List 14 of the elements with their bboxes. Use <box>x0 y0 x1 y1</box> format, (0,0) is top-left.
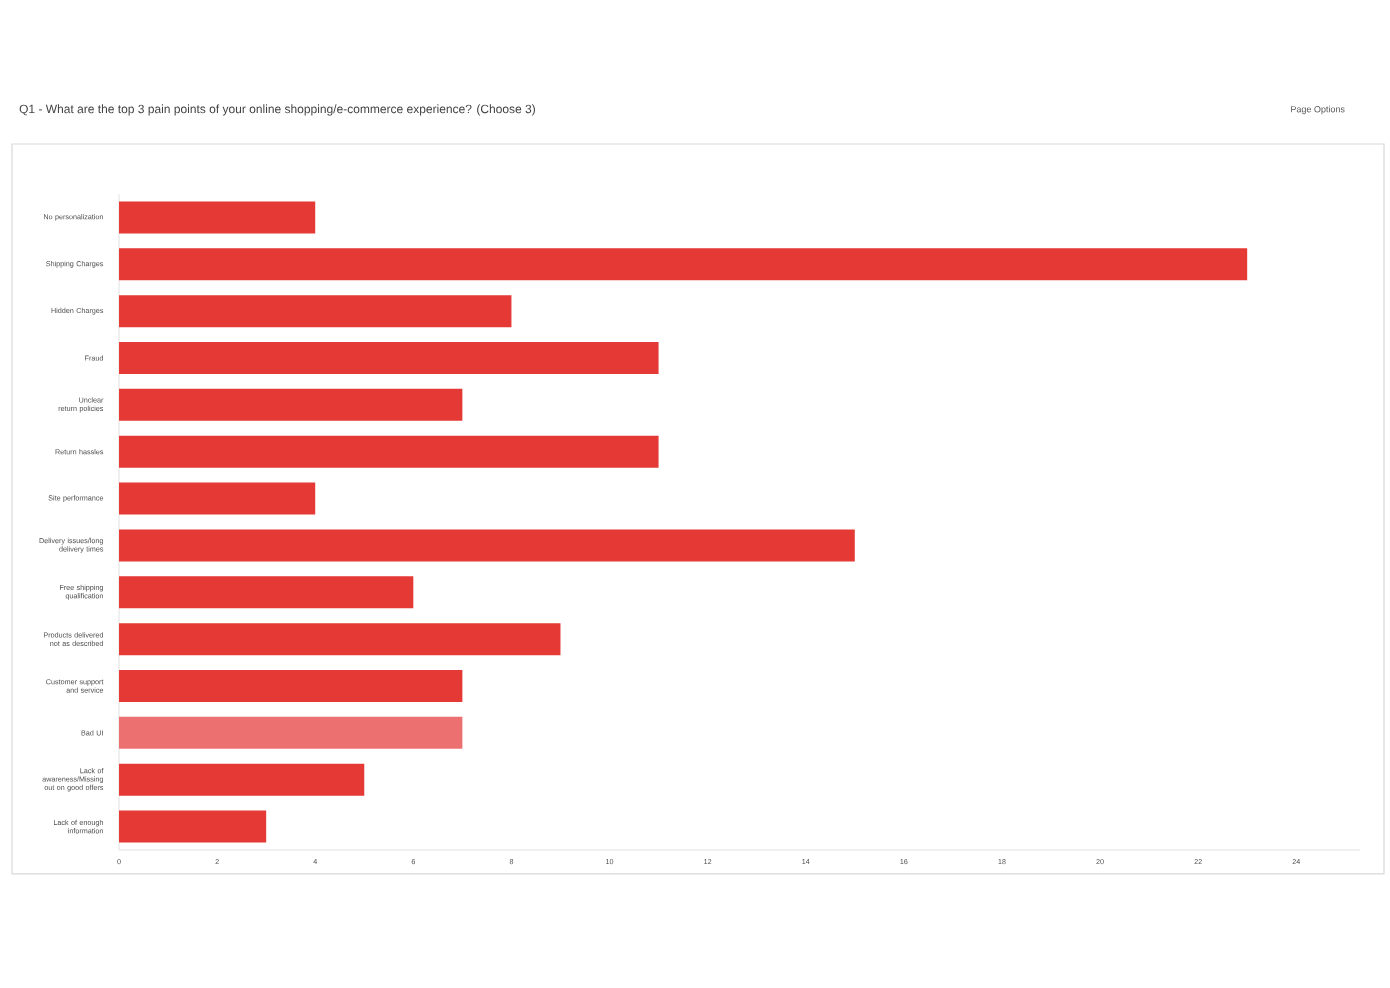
bar <box>119 529 855 562</box>
bar <box>119 576 414 609</box>
bar <box>119 669 463 702</box>
bar <box>119 201 316 234</box>
bar <box>119 623 561 656</box>
bar <box>119 716 463 749</box>
bar <box>119 482 316 515</box>
bar <box>119 248 1248 281</box>
bar <box>119 763 365 796</box>
bar <box>119 341 659 374</box>
bar <box>119 295 512 328</box>
bar <box>119 388 463 421</box>
bar <box>119 810 267 843</box>
bar <box>119 435 659 468</box>
